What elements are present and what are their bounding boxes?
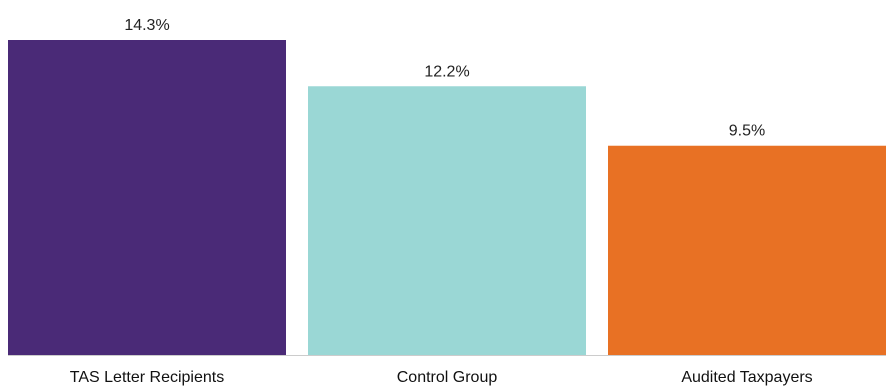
value-label: 14.3% — [124, 17, 169, 34]
bar-audited-taxpayers — [608, 145, 886, 355]
value-label: 9.5% — [729, 123, 765, 140]
bar-tas-letter-recipients — [8, 40, 286, 355]
bar-control-group — [308, 86, 586, 356]
category-label: Audited Taxpayers — [681, 369, 812, 386]
bars-group — [8, 40, 886, 356]
category-labels-group: TAS Letter Recipients Control Group Audite… — [70, 369, 813, 386]
category-label: Control Group — [397, 369, 498, 386]
value-labels-group: 14.3% 12.2% 9.5% — [124, 17, 765, 140]
category-label: TAS Letter Recipients — [70, 369, 224, 386]
value-label: 12.2% — [424, 63, 469, 80]
